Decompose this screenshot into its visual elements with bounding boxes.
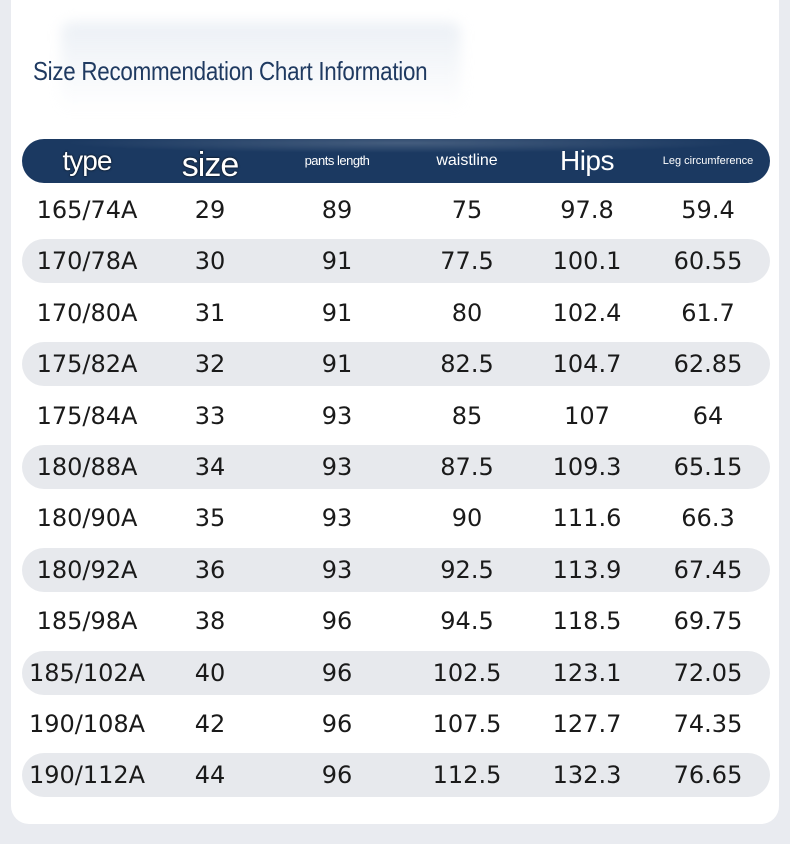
table-row: 175/82A 32 91 82.5 104.7 62.85 [22, 342, 770, 387]
cell-type: 175/82A [36, 350, 138, 379]
header-size: size [181, 146, 239, 183]
table-row: 180/88A 34 93 87.5 109.3 65.15 [22, 444, 770, 489]
cell-pants-length: 93 [321, 452, 353, 481]
cell-type: 170/80A [36, 298, 138, 327]
cell-size: 32 [194, 350, 226, 379]
header-hips: Hips [559, 144, 615, 176]
cell-size: 44 [194, 761, 226, 790]
header-type: type [62, 144, 113, 176]
table-row: 170/80A 31 91 80 102.4 61.7 [22, 291, 770, 335]
cell-size: 40 [194, 658, 226, 687]
cell-size: 38 [194, 607, 226, 636]
cell-waistline: 90 [451, 504, 483, 533]
table-row: 190/108A 42 96 107.5 127.7 74.35 [22, 702, 770, 746]
cell-waistline: 92.5 [440, 555, 494, 584]
cell-hips: 100.1 [552, 247, 622, 276]
header-waistline: waistline [436, 151, 498, 169]
cell-leg-circumference: 69.75 [673, 607, 743, 636]
cell-pants-length: 93 [321, 555, 353, 584]
cell-type: 170/78A [36, 247, 138, 276]
table-row: 170/78A 30 91 77.5 100.1 60.55 [22, 239, 770, 284]
size-table-body: 165/74A 29 89 75 97.8 59.4 170/78A 30 91 77.5 100.… [22, 188, 770, 805]
cell-hips: 97.8 [560, 196, 614, 224]
table-row: 185/98A 38 96 94.5 118.5 69.75 [22, 599, 770, 643]
table-row: 180/90A 35 93 90 111.6 66.3 [22, 496, 770, 540]
cell-leg-circumference: 65.15 [673, 452, 743, 481]
cell-type: 185/98A [36, 607, 138, 636]
cell-size: 34 [194, 452, 226, 481]
cell-type: 180/90A [36, 504, 138, 533]
cell-pants-length: 91 [321, 350, 353, 379]
cell-hips: 104.7 [552, 350, 622, 379]
cell-type: 180/88A [36, 452, 138, 481]
cell-waistline: 82.5 [440, 350, 494, 379]
table-row: 180/92A 36 93 92.5 113.9 67.45 [22, 547, 770, 592]
cell-waistline: 85 [451, 401, 483, 430]
cell-pants-length: 96 [321, 607, 353, 636]
faded-watermark-text [61, 22, 461, 112]
cell-hips: 107 [564, 401, 610, 430]
cell-leg-circumference: 66.3 [681, 504, 735, 533]
cell-hips: 113.9 [552, 555, 622, 584]
cell-hips: 123.1 [552, 658, 622, 687]
cell-pants-length: 91 [321, 298, 353, 327]
cell-leg-circumference: 59.4 [681, 196, 735, 224]
cell-size: 36 [194, 555, 226, 584]
cell-leg-circumference: 62.85 [673, 350, 743, 379]
cell-leg-circumference: 64 [692, 401, 724, 430]
cell-type: 185/102A [28, 658, 146, 687]
cell-pants-length: 89 [321, 196, 353, 224]
cell-type: 165/74A [36, 196, 138, 224]
header-leg-circumference: Leg circumference [662, 154, 754, 167]
cell-leg-circumference: 60.55 [673, 247, 743, 276]
table-row: 185/102A 40 96 102.5 123.1 72.05 [22, 650, 770, 695]
cell-type: 190/112A [28, 761, 146, 790]
cell-hips: 109.3 [552, 452, 622, 481]
cell-type: 180/92A [36, 555, 138, 584]
cell-size: 29 [194, 196, 226, 224]
table-row: 190/112A 44 96 112.5 132.3 76.65 [22, 753, 770, 798]
cell-leg-circumference: 74.35 [673, 709, 743, 738]
cell-waistline: 87.5 [440, 452, 494, 481]
cell-leg-circumference: 61.7 [681, 298, 735, 327]
table-row: 165/74A 29 89 75 97.8 59.4 [22, 188, 770, 232]
cell-waistline: 80 [451, 298, 483, 327]
cell-hips: 132.3 [552, 761, 622, 790]
cell-waistline: 102.5 [432, 658, 502, 687]
cell-pants-length: 96 [321, 658, 353, 687]
cell-pants-length: 91 [321, 247, 353, 276]
cell-size: 30 [194, 247, 226, 276]
cell-pants-length: 96 [321, 709, 353, 738]
header-pants-length: pants length [304, 152, 370, 168]
cell-leg-circumference: 76.65 [673, 761, 743, 790]
cell-size: 35 [194, 504, 226, 533]
cell-hips: 118.5 [552, 607, 622, 636]
cell-hips: 127.7 [552, 709, 622, 738]
cell-leg-circumference: 72.05 [673, 658, 743, 687]
page-title: Size Recommendation Chart Information [33, 56, 428, 86]
cell-size: 31 [194, 298, 226, 327]
cell-leg-circumference: 67.45 [673, 555, 743, 584]
cell-waistline: 107.5 [432, 709, 502, 738]
cell-size: 42 [194, 709, 226, 738]
cell-pants-length: 96 [321, 761, 353, 790]
cell-hips: 111.6 [552, 504, 622, 533]
cell-pants-length: 93 [321, 401, 353, 430]
cell-waistline: 77.5 [440, 247, 494, 276]
cell-type: 175/84A [36, 401, 138, 430]
cell-waistline: 112.5 [432, 761, 502, 790]
cell-hips: 102.4 [552, 298, 622, 327]
table-row: 175/84A 33 93 85 107 64 [22, 394, 770, 438]
cell-type: 190/108A [28, 709, 146, 738]
cell-size: 33 [194, 401, 226, 430]
cell-waistline: 75 [451, 196, 483, 224]
cell-waistline: 94.5 [440, 607, 494, 636]
cell-pants-length: 93 [321, 504, 353, 533]
table-header: type size pants length waistline Hips Le… [22, 139, 770, 183]
